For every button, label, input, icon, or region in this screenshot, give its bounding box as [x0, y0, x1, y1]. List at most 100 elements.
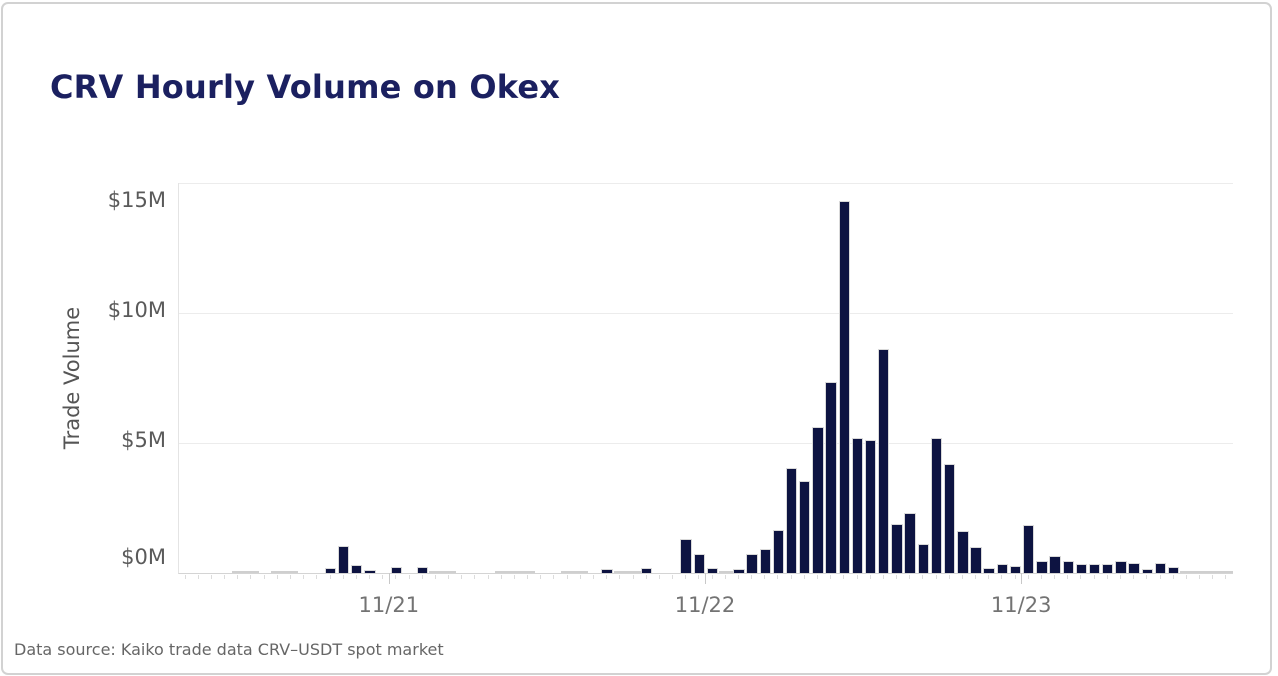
hour-tick: [988, 575, 990, 579]
x-axis-tick-label: 11/23: [990, 593, 1052, 617]
volume-bar[interactable]: [1154, 563, 1167, 573]
hour-tick: [369, 575, 371, 579]
volume-bar[interactable]: [1141, 569, 1153, 573]
volume-bar[interactable]: [1128, 563, 1140, 573]
volume-bar[interactable]: [825, 381, 837, 573]
volume-bar[interactable]: [1049, 556, 1061, 573]
hour-tick: [250, 575, 252, 579]
y-axis-tick-label: $15M: [107, 188, 166, 212]
hour-tick: [210, 575, 212, 579]
volume-bar[interactable]: [878, 349, 890, 573]
hour-tick: [355, 575, 357, 579]
hour-tick: [751, 575, 753, 579]
volume-bar[interactable]: [746, 553, 758, 573]
volume-bar[interactable]: [957, 531, 969, 573]
volume-bar[interactable]: [970, 547, 982, 573]
volume-bar[interactable]: [785, 467, 798, 573]
volume-bar[interactable]: [324, 567, 337, 573]
volume-bar[interactable]: [733, 569, 745, 573]
volume-bar[interactable]: [864, 440, 877, 573]
volume-bar[interactable]: [996, 563, 1009, 573]
volume-bar[interactable]: [680, 539, 692, 573]
hour-tick: [1172, 575, 1174, 579]
volume-bar[interactable]: [364, 569, 376, 573]
hour-tick: [487, 575, 489, 579]
volume-bar[interactable]: [930, 437, 943, 573]
hour-tick: [843, 575, 845, 579]
y-axis-tick-label: $0M: [121, 545, 166, 569]
volume-bar[interactable]: [1088, 564, 1101, 573]
hour-tick: [1014, 575, 1016, 579]
volume-bar[interactable]: [337, 545, 350, 573]
volume-bar[interactable]: [759, 549, 771, 573]
volume-bar[interactable]: [1009, 565, 1022, 573]
hour-tick: [303, 575, 305, 579]
volume-bar[interactable]: [1036, 560, 1048, 573]
zero-volume-bar: [231, 571, 246, 573]
x-axis-tick-label: 11/21: [358, 593, 420, 617]
volume-bar[interactable]: [1075, 564, 1088, 573]
zero-volume-bar: [244, 571, 259, 573]
zero-volume-bar: [719, 571, 733, 573]
hour-tick: [593, 575, 594, 579]
volume-bar[interactable]: [1062, 560, 1074, 573]
hour-tick: [434, 575, 436, 579]
hour-tick: [1120, 575, 1121, 579]
volume-bar[interactable]: [601, 568, 613, 573]
zero-volume-bar: [442, 571, 457, 573]
hour-tick: [790, 575, 792, 579]
hour-tick: [474, 575, 476, 579]
volume-bar[interactable]: [1167, 567, 1180, 573]
volume-bar[interactable]: [917, 544, 929, 573]
hour-tick: [500, 575, 502, 579]
zero-volume-bar: [561, 571, 575, 573]
y-gridline: [179, 443, 1233, 444]
hour-tick: [1106, 575, 1108, 579]
hour-tick: [685, 575, 687, 579]
volume-bar[interactable]: [693, 554, 706, 573]
volume-bar[interactable]: [799, 480, 811, 573]
hour-tick: [711, 575, 713, 579]
volume-bar[interactable]: [838, 201, 850, 573]
volume-bar[interactable]: [904, 513, 916, 573]
hour-tick: [553, 575, 555, 579]
volume-bar[interactable]: [351, 565, 363, 573]
zero-volume-bar: [1219, 571, 1234, 573]
volume-bar[interactable]: [706, 567, 719, 573]
hour-tick: [698, 575, 700, 579]
hour-tick: [606, 575, 608, 579]
hour-tick: [619, 575, 621, 579]
hour-tick: [329, 575, 331, 579]
hour-tick: [579, 575, 581, 579]
volume-bar[interactable]: [812, 427, 824, 573]
y-axis-tick-label: $10M: [107, 298, 166, 322]
y-gridline: [179, 183, 1233, 184]
plot-area: [178, 183, 1234, 574]
volume-bar[interactable]: [416, 566, 429, 573]
volume-bar[interactable]: [943, 463, 956, 573]
x-axis-tick-label: 11/22: [674, 593, 736, 617]
hour-tick: [803, 575, 805, 579]
hour-tick: [1199, 575, 1201, 579]
hour-tick: [896, 575, 898, 579]
zero-volume-bar: [1193, 571, 1208, 573]
volume-bar[interactable]: [983, 567, 995, 573]
zero-volume-bar: [429, 571, 443, 573]
volume-bar[interactable]: [1102, 564, 1114, 573]
volume-bar[interactable]: [640, 567, 653, 573]
hour-tick: [1185, 575, 1187, 579]
volume-bar[interactable]: [1115, 560, 1127, 573]
volume-bar[interactable]: [891, 523, 903, 573]
hour-tick: [856, 575, 858, 579]
volume-bar[interactable]: [390, 567, 402, 573]
volume-bar[interactable]: [772, 530, 785, 573]
hour-tick: [961, 575, 963, 579]
volume-bar[interactable]: [851, 437, 864, 573]
hour-tick: [421, 575, 423, 579]
chart-title: CRV Hourly Volume on Okex: [50, 68, 561, 106]
hour-tick: [645, 575, 647, 579]
hour-tick: [197, 575, 199, 579]
volume-bar[interactable]: [1023, 524, 1035, 573]
hour-tick: [448, 575, 450, 579]
